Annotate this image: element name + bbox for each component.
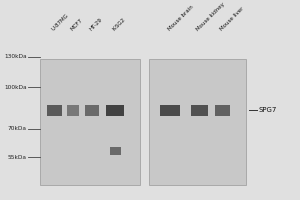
Bar	[67, 105, 79, 116]
Text: Mouse brain: Mouse brain	[167, 5, 194, 32]
Bar	[106, 105, 124, 116]
Text: Mouse kidney: Mouse kidney	[196, 2, 226, 32]
Text: MCF7: MCF7	[70, 18, 84, 32]
Bar	[148, 59, 246, 185]
Bar	[190, 105, 208, 116]
Text: K-SG2: K-SG2	[112, 17, 127, 32]
Bar	[85, 105, 99, 116]
Text: HT-29: HT-29	[88, 17, 103, 32]
Text: 130kDa: 130kDa	[4, 54, 27, 59]
Text: 70kDa: 70kDa	[8, 126, 27, 131]
Text: 100kDa: 100kDa	[4, 85, 27, 90]
Text: U-87MG: U-87MG	[51, 13, 70, 32]
Bar	[215, 105, 230, 116]
Bar	[160, 105, 180, 116]
Bar	[47, 105, 62, 116]
Bar	[110, 147, 121, 155]
Text: SPG7: SPG7	[259, 107, 277, 113]
Bar	[40, 59, 140, 185]
Text: 55kDa: 55kDa	[8, 155, 27, 160]
Text: Mouse liver: Mouse liver	[219, 6, 245, 32]
